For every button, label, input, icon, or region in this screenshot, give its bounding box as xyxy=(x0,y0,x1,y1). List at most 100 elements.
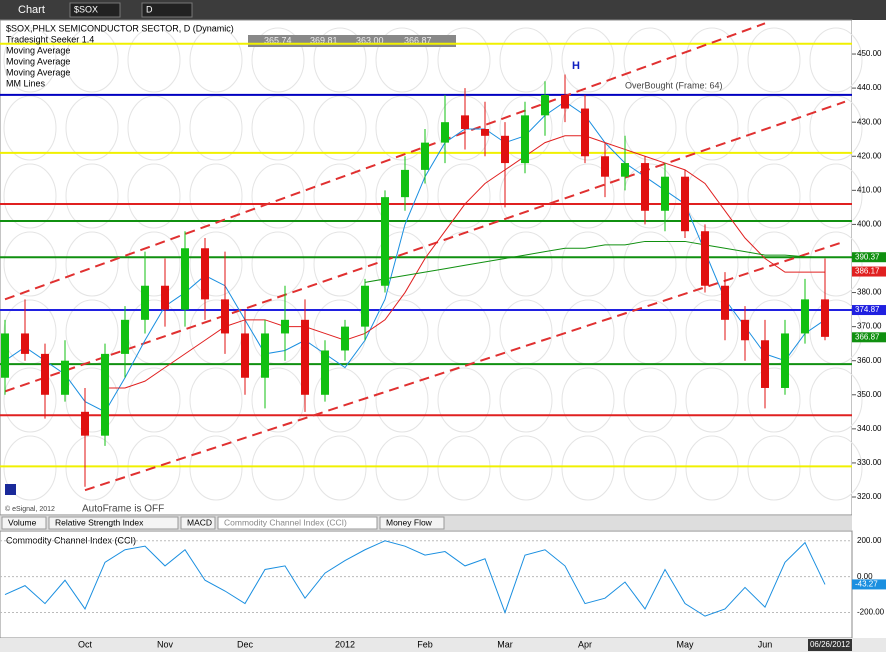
decor xyxy=(809,367,863,433)
candle-body xyxy=(321,350,329,395)
x-tick-label: Feb xyxy=(417,639,433,649)
decor xyxy=(437,27,491,93)
candle-body xyxy=(341,326,349,351)
x-tick-label: Jun xyxy=(758,639,773,649)
decor xyxy=(251,435,305,501)
candle-body xyxy=(681,176,689,232)
decor xyxy=(251,367,305,433)
decor xyxy=(189,367,243,433)
candle-body xyxy=(401,169,409,198)
decor xyxy=(561,95,615,161)
y-tick-label: 330.00 xyxy=(857,458,882,467)
decor xyxy=(747,163,801,229)
copyright: © eSignal, 2012 xyxy=(5,505,55,513)
candle-body xyxy=(801,299,809,334)
decor xyxy=(809,435,863,501)
candle-body xyxy=(361,285,369,327)
decor xyxy=(623,367,677,433)
moving-average xyxy=(364,240,826,283)
decor xyxy=(3,231,57,297)
p-icon[interactable] xyxy=(5,484,16,495)
decor xyxy=(189,231,243,297)
y-tick-label: 440.00 xyxy=(857,83,882,92)
decor xyxy=(127,367,181,433)
y-tick-label: 360.00 xyxy=(857,356,882,365)
value-tag xyxy=(852,332,886,343)
y-tick-label: 340.00 xyxy=(857,424,882,433)
y-tick-label: 400.00 xyxy=(857,220,882,229)
decor xyxy=(437,367,491,433)
value-tag-label: 386.17 xyxy=(855,267,880,276)
tab[interactable] xyxy=(217,516,378,530)
tab-label: MACD xyxy=(187,517,212,527)
decor xyxy=(375,367,429,433)
symbol-input[interactable] xyxy=(69,2,121,18)
candle-body xyxy=(781,333,789,388)
y-tick-label: 450.00 xyxy=(857,49,882,58)
candle-body xyxy=(481,128,489,136)
interval-input[interactable] xyxy=(141,2,193,18)
y-tick-label: 200.00 xyxy=(857,536,882,545)
tab-label: Volume xyxy=(8,517,37,527)
y-tick-label: 420.00 xyxy=(857,151,882,160)
candle-body xyxy=(441,122,449,143)
decor xyxy=(65,27,119,93)
value-tag-label: 366.87 xyxy=(855,332,880,341)
decor xyxy=(375,163,429,229)
trend-line xyxy=(4,100,846,393)
candle-body xyxy=(201,248,209,300)
candle-body xyxy=(21,333,29,354)
decor xyxy=(127,95,181,161)
candle-body xyxy=(521,115,529,164)
tab[interactable] xyxy=(379,516,445,530)
x-tick-label: Nov xyxy=(157,639,174,649)
tab[interactable] xyxy=(48,516,179,530)
decor xyxy=(189,95,243,161)
x-tick-label: Oct xyxy=(78,639,93,649)
decor xyxy=(499,367,553,433)
y-tick-label: 380.00 xyxy=(857,288,882,297)
legend-entry: Moving Average xyxy=(6,56,70,66)
tab[interactable] xyxy=(180,516,216,530)
decor xyxy=(65,95,119,161)
quote-last: 366.87 xyxy=(404,35,432,45)
candle-body xyxy=(461,115,469,129)
quote-low: 363.00 xyxy=(356,35,384,45)
candle-body xyxy=(1,333,9,378)
decor xyxy=(499,163,553,229)
candle-body xyxy=(261,333,269,378)
decor xyxy=(375,95,429,161)
candle-body xyxy=(141,285,149,320)
decor xyxy=(623,27,677,93)
y-tick-label: 430.00 xyxy=(857,117,882,126)
candle-body xyxy=(221,299,229,334)
decor xyxy=(809,163,863,229)
decor xyxy=(685,435,739,501)
tab[interactable] xyxy=(1,516,47,530)
decor xyxy=(809,95,863,161)
decor xyxy=(623,435,677,501)
decor xyxy=(561,435,615,501)
candle-body xyxy=(121,319,129,354)
tab-label: Money Flow xyxy=(386,517,433,527)
trend-line xyxy=(84,240,846,492)
value-tag-label: 374.87 xyxy=(855,305,880,314)
decor xyxy=(127,27,181,93)
decor xyxy=(747,367,801,433)
candle-body xyxy=(61,360,69,395)
decor xyxy=(3,95,57,161)
x-tick-label: Mar xyxy=(497,639,513,649)
decor xyxy=(499,27,553,93)
decor xyxy=(251,231,305,297)
candle-body xyxy=(161,285,169,310)
candle-body xyxy=(381,197,389,286)
symbol: $SOX xyxy=(74,4,98,14)
decor xyxy=(65,435,119,501)
x-tick-label: 2012 xyxy=(335,639,355,649)
decor xyxy=(251,163,305,229)
decor xyxy=(685,27,739,93)
value-tag-label: -43.27 xyxy=(855,580,878,589)
quote-high: 369.81 xyxy=(310,35,338,45)
decor xyxy=(623,163,677,229)
